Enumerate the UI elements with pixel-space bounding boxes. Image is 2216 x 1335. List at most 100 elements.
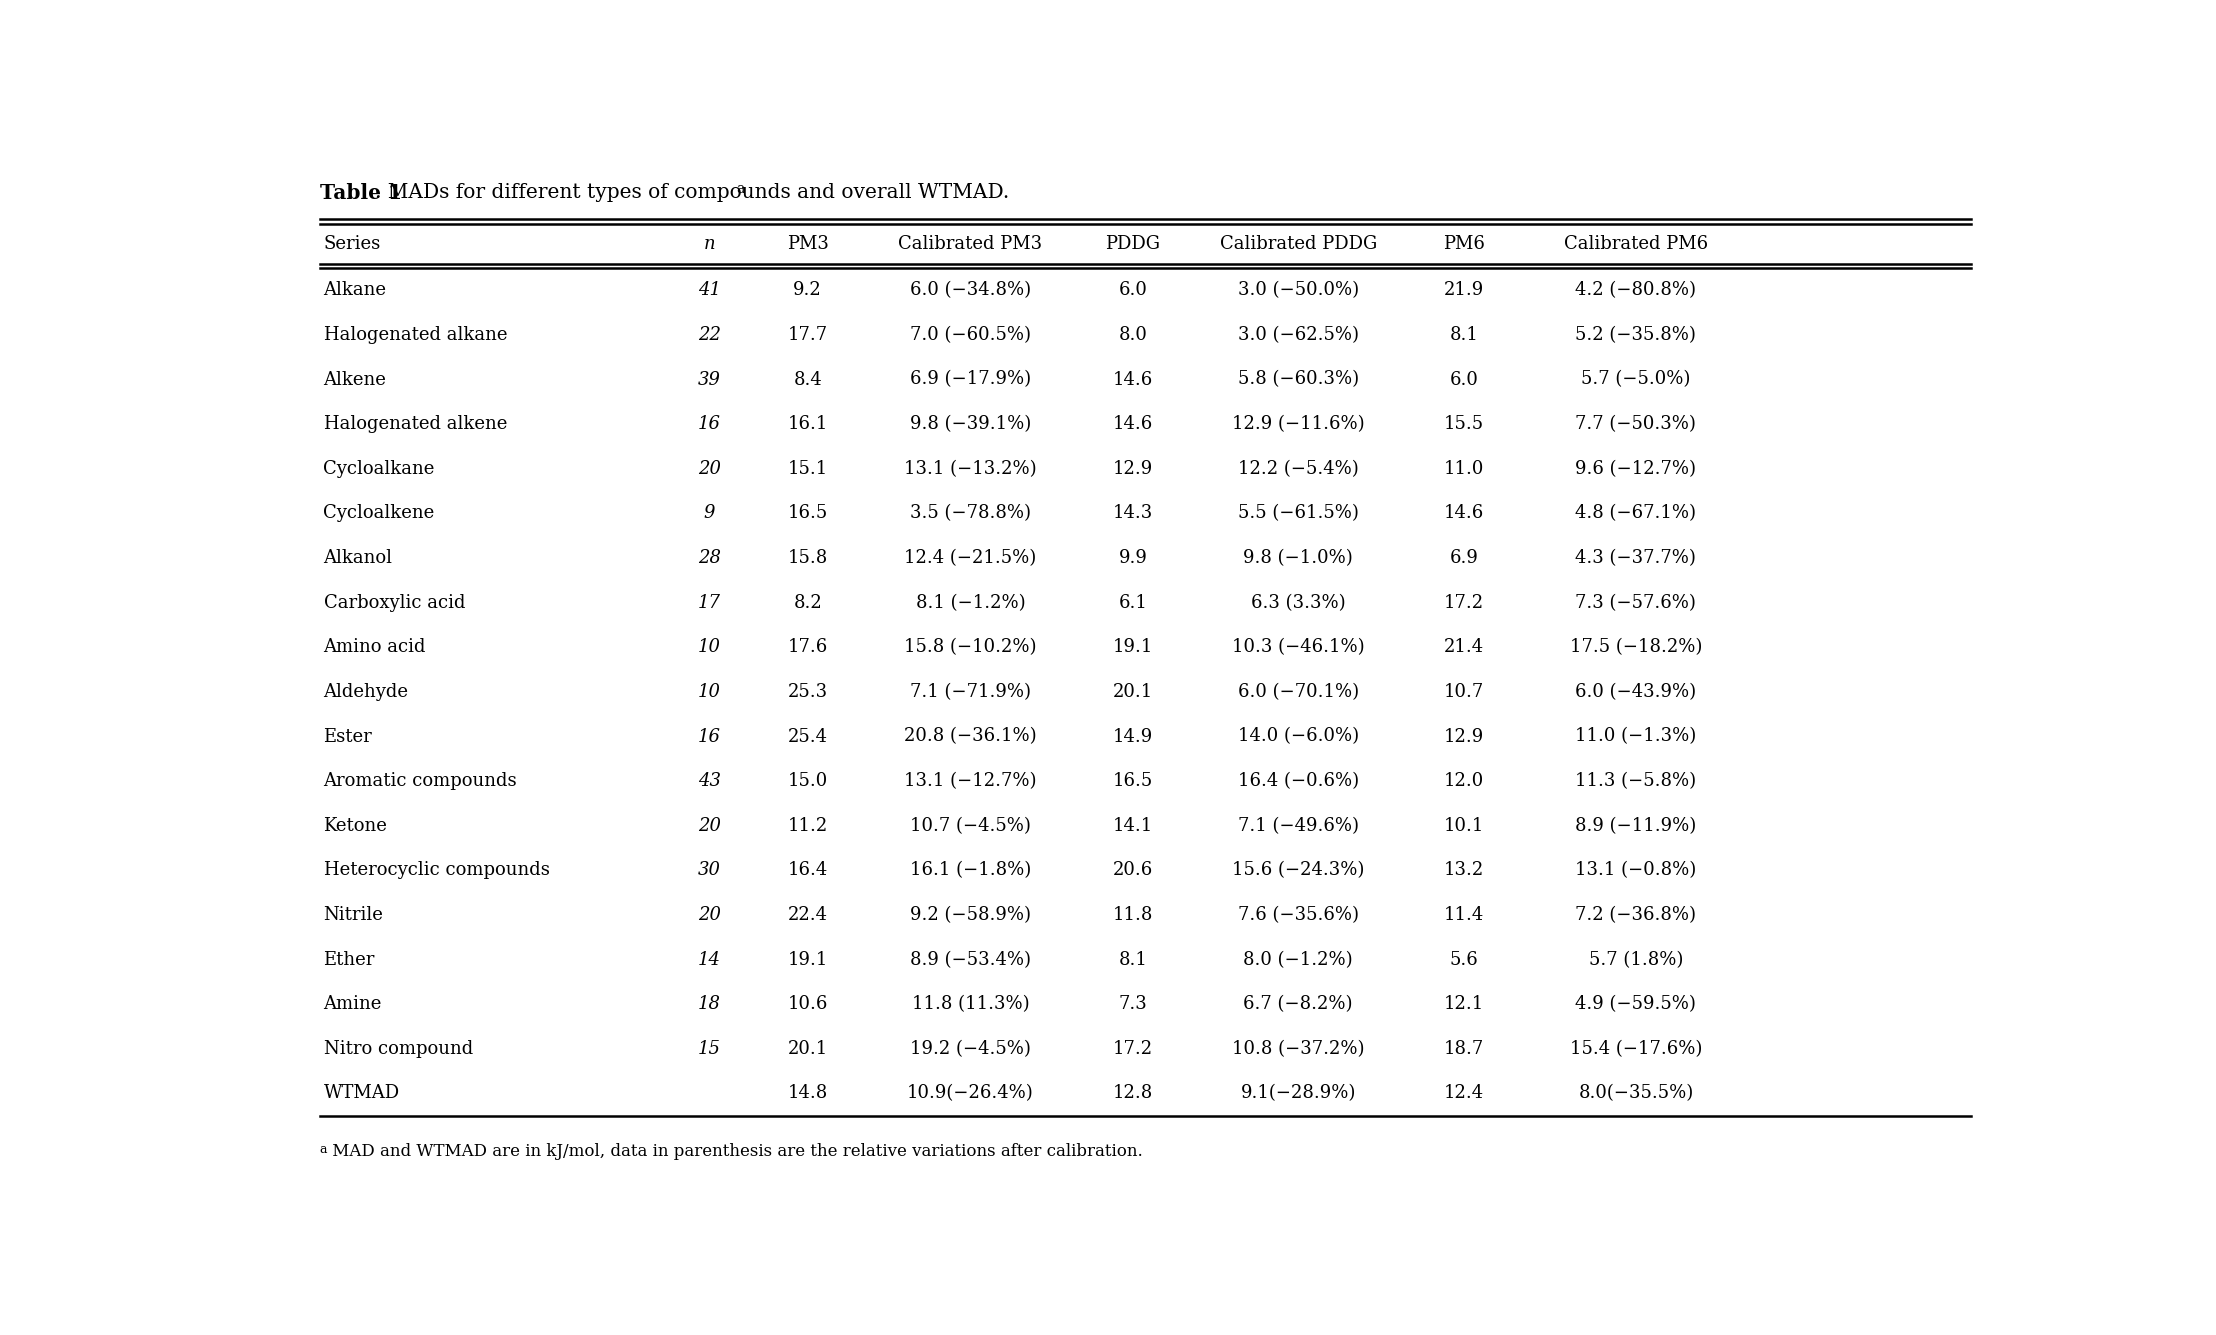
Text: 9.8 (−39.1%): 9.8 (−39.1%) — [911, 415, 1030, 433]
Text: 25.3: 25.3 — [787, 684, 829, 701]
Text: 20.8 (−36.1%): 20.8 (−36.1%) — [904, 728, 1037, 745]
Text: 12.9: 12.9 — [1112, 459, 1152, 478]
Text: 11.8: 11.8 — [1112, 906, 1152, 924]
Text: 41: 41 — [698, 282, 720, 299]
Text: Heterocyclic compounds: Heterocyclic compounds — [324, 861, 550, 880]
Text: 17.2: 17.2 — [1112, 1040, 1152, 1057]
Text: 13.1 (−13.2%): 13.1 (−13.2%) — [904, 459, 1037, 478]
Text: 12.4 (−21.5%): 12.4 (−21.5%) — [904, 549, 1037, 567]
Text: 5.7 (1.8%): 5.7 (1.8%) — [1589, 951, 1684, 969]
Text: 14.0 (−6.0%): 14.0 (−6.0%) — [1237, 728, 1358, 745]
Text: 7.3 (−57.6%): 7.3 (−57.6%) — [1576, 594, 1695, 611]
Text: 3.5 (−78.8%): 3.5 (−78.8%) — [911, 505, 1030, 522]
Text: 6.9: 6.9 — [1449, 549, 1478, 567]
Text: 9.6 (−12.7%): 9.6 (−12.7%) — [1576, 459, 1697, 478]
Text: 9.9: 9.9 — [1119, 549, 1148, 567]
Text: 14: 14 — [698, 951, 720, 969]
Text: 3.0 (−62.5%): 3.0 (−62.5%) — [1239, 326, 1358, 344]
Text: 4.8 (−67.1%): 4.8 (−67.1%) — [1576, 505, 1697, 522]
Text: 18.7: 18.7 — [1445, 1040, 1485, 1057]
Text: a: a — [736, 182, 745, 196]
Text: 7.3: 7.3 — [1119, 995, 1148, 1013]
Text: 6.3 (3.3%): 6.3 (3.3%) — [1250, 594, 1345, 611]
Text: 15.8: 15.8 — [787, 549, 829, 567]
Text: 12.4: 12.4 — [1445, 1084, 1485, 1103]
Text: Alkene: Alkene — [324, 371, 386, 388]
Text: Calibrated PDDG: Calibrated PDDG — [1219, 235, 1376, 252]
Text: MAD and WTMAD are in kJ/mol, data in parenthesis are the relative variations aft: MAD and WTMAD are in kJ/mol, data in par… — [328, 1143, 1143, 1160]
Text: 8.9 (−11.9%): 8.9 (−11.9%) — [1576, 817, 1697, 834]
Text: Alkanol: Alkanol — [324, 549, 392, 567]
Text: 10: 10 — [698, 684, 720, 701]
Text: 9.2: 9.2 — [793, 282, 822, 299]
Text: 7.1 (−71.9%): 7.1 (−71.9%) — [911, 684, 1030, 701]
Text: 14.6: 14.6 — [1112, 415, 1152, 433]
Text: 16: 16 — [698, 415, 720, 433]
Text: 12.2 (−5.4%): 12.2 (−5.4%) — [1239, 459, 1358, 478]
Text: 6.7 (−8.2%): 6.7 (−8.2%) — [1243, 995, 1354, 1013]
Text: 3.0 (−50.0%): 3.0 (−50.0%) — [1237, 282, 1358, 299]
Text: 20: 20 — [698, 817, 720, 834]
Text: 14.3: 14.3 — [1112, 505, 1152, 522]
Text: 30: 30 — [698, 861, 720, 880]
Text: 7.0 (−60.5%): 7.0 (−60.5%) — [911, 326, 1030, 344]
Text: 7.2 (−36.8%): 7.2 (−36.8%) — [1576, 906, 1697, 924]
Text: 12.8: 12.8 — [1112, 1084, 1152, 1103]
Text: 15.1: 15.1 — [787, 459, 829, 478]
Text: 12.0: 12.0 — [1445, 772, 1485, 790]
Text: 4.3 (−37.7%): 4.3 (−37.7%) — [1576, 549, 1695, 567]
Text: 20.1: 20.1 — [1112, 684, 1152, 701]
Text: PM6: PM6 — [1443, 235, 1485, 252]
Text: 14.1: 14.1 — [1112, 817, 1152, 834]
Text: 16: 16 — [698, 728, 720, 745]
Text: Alkane: Alkane — [324, 282, 386, 299]
Text: 14.9: 14.9 — [1112, 728, 1152, 745]
Text: 39: 39 — [698, 371, 720, 388]
Text: 6.0 (−70.1%): 6.0 (−70.1%) — [1237, 684, 1358, 701]
Text: 21.4: 21.4 — [1445, 638, 1485, 657]
Text: 12.9 (−11.6%): 12.9 (−11.6%) — [1232, 415, 1365, 433]
Text: Amine: Amine — [324, 995, 381, 1013]
Text: 15.4 (−17.6%): 15.4 (−17.6%) — [1569, 1040, 1702, 1057]
Text: 17.7: 17.7 — [787, 326, 829, 344]
Text: 4.2 (−80.8%): 4.2 (−80.8%) — [1576, 282, 1697, 299]
Text: 8.4: 8.4 — [793, 371, 822, 388]
Text: 8.1: 8.1 — [1449, 326, 1478, 344]
Text: 10.7 (−4.5%): 10.7 (−4.5%) — [911, 817, 1030, 834]
Text: 19.1: 19.1 — [1112, 638, 1152, 657]
Text: 16.4 (−0.6%): 16.4 (−0.6%) — [1237, 772, 1358, 790]
Text: 20: 20 — [698, 906, 720, 924]
Text: 11.4: 11.4 — [1445, 906, 1485, 924]
Text: 11.8 (11.3%): 11.8 (11.3%) — [911, 995, 1028, 1013]
Text: Ester: Ester — [324, 728, 372, 745]
Text: Ketone: Ketone — [324, 817, 388, 834]
Text: 15.5: 15.5 — [1445, 415, 1485, 433]
Text: 10.7: 10.7 — [1445, 684, 1485, 701]
Text: 9.8 (−1.0%): 9.8 (−1.0%) — [1243, 549, 1354, 567]
Text: 10.3 (−46.1%): 10.3 (−46.1%) — [1232, 638, 1365, 657]
Text: Aldehyde: Aldehyde — [324, 684, 408, 701]
Text: 14.8: 14.8 — [787, 1084, 829, 1103]
Text: 21.9: 21.9 — [1445, 282, 1485, 299]
Text: 16.1 (−1.8%): 16.1 (−1.8%) — [911, 861, 1030, 880]
Text: 8.1: 8.1 — [1119, 951, 1148, 969]
Text: 14.6: 14.6 — [1112, 371, 1152, 388]
Text: 6.9 (−17.9%): 6.9 (−17.9%) — [911, 371, 1030, 388]
Text: 13.2: 13.2 — [1445, 861, 1485, 880]
Text: 13.1 (−0.8%): 13.1 (−0.8%) — [1576, 861, 1697, 880]
Text: 9.2 (−58.9%): 9.2 (−58.9%) — [911, 906, 1030, 924]
Text: 8.9 (−53.4%): 8.9 (−53.4%) — [911, 951, 1030, 969]
Text: 6.0 (−34.8%): 6.0 (−34.8%) — [911, 282, 1030, 299]
Text: 6.0: 6.0 — [1449, 371, 1478, 388]
Text: 15: 15 — [698, 1040, 720, 1057]
Text: 10.9(−26.4%): 10.9(−26.4%) — [906, 1084, 1033, 1103]
Text: 6.0: 6.0 — [1119, 282, 1148, 299]
Text: 19.1: 19.1 — [787, 951, 829, 969]
Text: 8.1 (−1.2%): 8.1 (−1.2%) — [915, 594, 1026, 611]
Text: 11.3 (−5.8%): 11.3 (−5.8%) — [1576, 772, 1697, 790]
Text: Calibrated PM6: Calibrated PM6 — [1564, 235, 1709, 252]
Text: 11.2: 11.2 — [787, 817, 829, 834]
Text: a: a — [319, 1143, 328, 1156]
Text: 14.6: 14.6 — [1445, 505, 1485, 522]
Text: 15.0: 15.0 — [787, 772, 829, 790]
